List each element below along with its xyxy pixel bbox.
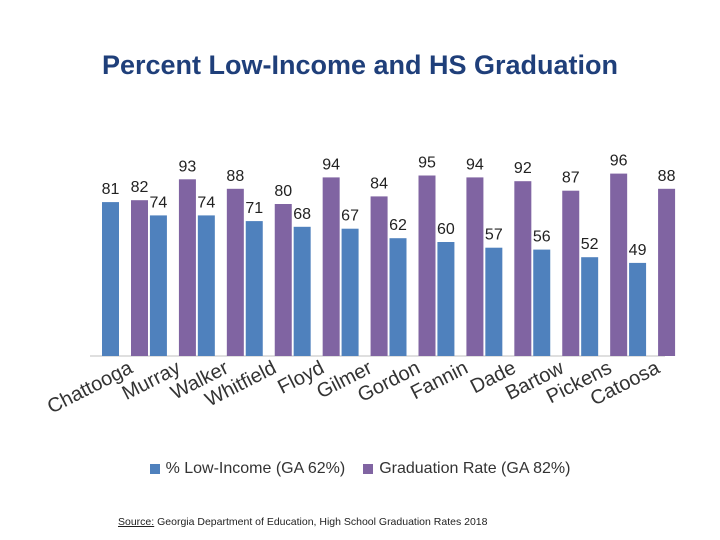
bar-low-income-ga-62-catoosa xyxy=(629,262,647,356)
data-label-graduation-rate-ga-82-bartow: 87 xyxy=(562,170,580,187)
source-note: Source: Georgia Department of Education,… xyxy=(118,516,487,528)
bar-low-income-ga-62-gordon xyxy=(389,238,407,356)
bar-graduation-rate-ga-82-catoosa xyxy=(658,188,676,356)
data-label-low-income-ga-62-pickens: 52 xyxy=(581,236,599,253)
bar-low-income-ga-62-chattooga xyxy=(102,202,119,356)
data-label-graduation-rate-ga-82-murray: 93 xyxy=(179,158,197,175)
chart-title: Percent Low-Income and HS Graduation xyxy=(101,50,619,80)
legend: % Low-Income (GA 62%) Graduation Rate (G… xyxy=(0,460,720,478)
bar-low-income-ga-62-bartow xyxy=(533,249,551,356)
bar-graduation-rate-ga-82-murray xyxy=(178,179,196,356)
legend-label-graduation-rate: Graduation Rate (GA 82%) xyxy=(379,460,571,477)
bar-graduation-rate-ga-82-chattooga xyxy=(131,200,148,356)
bar-graduation-rate-ga-82-pickens xyxy=(610,173,628,356)
bar-graduation-rate-ga-82-fannin xyxy=(466,177,484,356)
data-label-graduation-rate-ga-82-whitfield: 80 xyxy=(274,183,292,200)
data-label-low-income-ga-62-floyd: 68 xyxy=(293,206,311,223)
bar-low-income-ga-62-whitfield xyxy=(245,221,263,356)
data-label-graduation-rate-ga-82-gordon: 95 xyxy=(418,155,436,172)
data-label-graduation-rate-ga-82-floyd: 94 xyxy=(322,156,340,173)
data-label-graduation-rate-ga-82-chattooga: 82 xyxy=(131,179,149,196)
legend-item-graduation-rate: Graduation Rate (GA 82%) xyxy=(363,460,570,478)
bar-graduation-rate-ga-82-bartow xyxy=(562,190,580,356)
data-label-low-income-ga-62-catoosa: 49 xyxy=(629,242,647,259)
data-label-low-income-ga-62-dade: 57 xyxy=(485,227,503,244)
legend-item-low-income: % Low-Income (GA 62%) xyxy=(149,460,346,478)
bar-graduation-rate-ga-82-gordon xyxy=(418,175,436,356)
bar-graduation-rate-ga-82-gilmer xyxy=(370,196,388,356)
data-label-graduation-rate-ga-82-pickens: 96 xyxy=(610,153,628,170)
data-label-graduation-rate-ga-82-fannin: 94 xyxy=(466,156,484,173)
bar-low-income-ga-62-fannin xyxy=(437,242,455,356)
data-label-graduation-rate-ga-82-catoosa: 88 xyxy=(658,168,676,185)
source-label: Source: xyxy=(118,516,155,528)
bar-low-income-ga-62-dade xyxy=(485,247,503,356)
legend-label-low-income: % Low-Income (GA 62%) xyxy=(165,460,346,477)
data-label-low-income-ga-62-murray: 74 xyxy=(150,194,168,211)
data-label-low-income-ga-62-walker: 74 xyxy=(197,194,215,211)
bar-low-income-ga-62-gilmer xyxy=(341,228,359,356)
bar-low-income-ga-62-walker xyxy=(197,215,215,356)
source-text: Georgia Department of Education, High Sc… xyxy=(154,516,488,528)
data-label-low-income-ga-62-gordon: 62 xyxy=(389,217,407,234)
data-label-low-income-ga-62-fannin: 60 xyxy=(437,221,455,238)
legend-swatch-low-income xyxy=(149,464,160,474)
data-label-low-income-ga-62-chattooga: 81 xyxy=(102,181,120,198)
data-label-low-income-ga-62-whitfield: 71 xyxy=(245,200,263,217)
bar-graduation-rate-ga-82-dade xyxy=(514,181,532,356)
data-label-low-income-ga-62-gilmer: 67 xyxy=(341,208,359,225)
bar-graduation-rate-ga-82-floyd xyxy=(322,177,340,356)
bar-graduation-rate-ga-82-whitfield xyxy=(274,204,292,356)
bar-low-income-ga-62-floyd xyxy=(293,226,311,356)
bar-low-income-ga-62-pickens xyxy=(581,257,599,356)
legend-swatch-graduation-rate xyxy=(363,464,374,474)
data-label-graduation-rate-ga-82-gilmer: 84 xyxy=(370,175,388,192)
bar-low-income-ga-62-murray xyxy=(149,215,167,356)
bar-graduation-rate-ga-82-walker xyxy=(226,188,244,356)
data-label-low-income-ga-62-bartow: 56 xyxy=(533,229,551,246)
data-label-graduation-rate-ga-82-walker: 88 xyxy=(226,168,244,185)
data-label-graduation-rate-ga-82-dade: 92 xyxy=(514,160,532,177)
